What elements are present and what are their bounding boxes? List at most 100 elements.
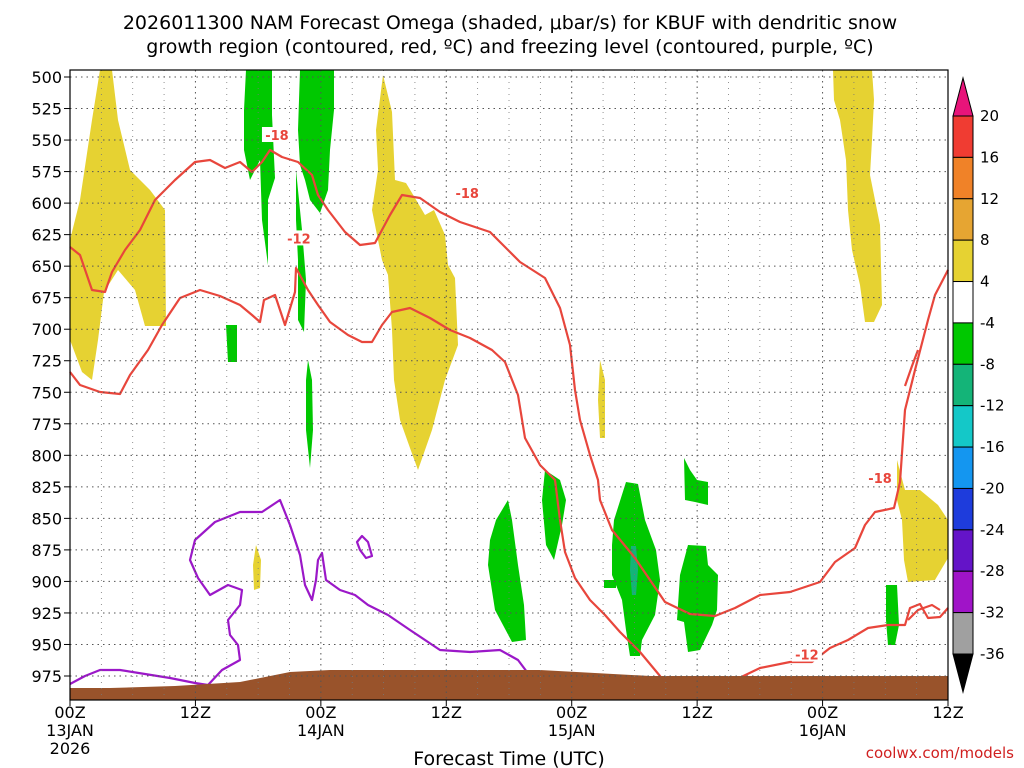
colorbar-box xyxy=(952,322,974,365)
y-tick-label: 575 xyxy=(31,163,62,182)
contour-label: -18 xyxy=(868,472,892,487)
colorbar-label: -8 xyxy=(980,355,995,373)
x-axis-title: Forecast Time (UTC) xyxy=(413,748,604,768)
dgz-contours xyxy=(69,148,949,685)
contour-label: -12 xyxy=(287,232,311,247)
colorbar-label: -28 xyxy=(980,562,1005,580)
y-tick-label: 775 xyxy=(31,415,62,434)
colorbar-box xyxy=(952,115,974,158)
x-tick-year: 2026 xyxy=(50,739,91,758)
contour-label: -18 xyxy=(265,129,289,144)
omega-green-region xyxy=(542,470,566,560)
freezing-contour xyxy=(355,534,374,560)
y-tick-label: 600 xyxy=(31,194,62,213)
colorbar-label: -4 xyxy=(980,314,995,332)
colorbar-box xyxy=(952,570,974,614)
omega-yellow-region xyxy=(253,545,261,590)
chart-title-line-2: growth region (contoured, red, ºC) and f… xyxy=(146,36,873,58)
omega-yellow-region xyxy=(70,70,166,380)
contour-label-background xyxy=(283,230,314,246)
omega-green-region xyxy=(226,325,237,362)
freezing-level-contours xyxy=(69,498,531,687)
y-tick-label: 700 xyxy=(31,320,62,339)
omega-yellow-region xyxy=(372,75,458,470)
omega-yellow-region xyxy=(833,70,882,322)
omega-green-region xyxy=(244,70,275,265)
y-tick-label: 800 xyxy=(31,446,62,465)
omega-green-region xyxy=(298,70,334,213)
y-tick-label: 950 xyxy=(31,635,62,654)
dgz-contour-minus-12 xyxy=(69,266,666,685)
colorbar-box xyxy=(952,487,974,531)
x-tick-date: 15JAN xyxy=(548,721,596,740)
x-tick-label: 12Z xyxy=(932,703,963,722)
x-tick-label: 00Z xyxy=(305,703,336,722)
colorbar-label: -12 xyxy=(980,397,1005,415)
colorbar-box xyxy=(952,405,974,448)
dgz-contour-minus-12 xyxy=(734,602,949,681)
colorbar-label: 20 xyxy=(980,107,999,125)
x-tick-label: 12Z xyxy=(180,703,211,722)
x-tick-date: 13JAN xyxy=(46,721,94,740)
colorbar-box xyxy=(952,198,974,241)
y-tick-label: 675 xyxy=(31,289,62,308)
colorbar-label: -36 xyxy=(980,645,1005,663)
dgz-contour-minus-12 xyxy=(907,603,941,621)
contour-label-background xyxy=(791,646,822,662)
y-tick-label: 525 xyxy=(31,100,62,119)
y-tick-label: 925 xyxy=(31,604,62,623)
credit-text: coolwx.com/models xyxy=(866,744,1014,762)
colorbar-label: -16 xyxy=(980,438,1005,456)
x-tick-date: 14JAN xyxy=(297,721,345,740)
freezing-contour xyxy=(188,498,531,686)
contour-label-background xyxy=(261,127,292,143)
colorbar-label: -32 xyxy=(980,604,1005,622)
omega-green-region xyxy=(886,585,899,645)
y-tick-label: 825 xyxy=(31,478,62,497)
x-tick-label: 00Z xyxy=(54,703,85,722)
y-axis-ticks: 500 525 550 575 600 625 650 675 700 725 750 775 800 8… xyxy=(31,68,70,686)
ground-terrain xyxy=(70,670,948,700)
contour-labels: -18 -18 -12 -18 -12 xyxy=(261,127,896,664)
colorbar-bottom-triangle xyxy=(952,653,974,694)
colorbar-label: -20 xyxy=(980,479,1005,497)
colorbar-label: -24 xyxy=(980,521,1005,539)
dgz-contour-minus-18 xyxy=(69,148,949,618)
contour-label: -18 xyxy=(455,187,479,202)
y-tick-label: 625 xyxy=(31,226,62,245)
chart-title-line-1: 2026011300 NAM Forecast Omega (shaded, μ… xyxy=(123,12,897,34)
dgz-contour-minus-12 xyxy=(903,349,920,387)
y-tick-label: 500 xyxy=(31,68,62,87)
y-tick-label: 975 xyxy=(31,667,62,686)
colorbar-box xyxy=(952,363,974,407)
omega-yellow-region xyxy=(897,460,948,582)
colorbar-top-triangle xyxy=(952,76,974,117)
x-tick-label: 12Z xyxy=(431,703,462,722)
y-tick-label: 550 xyxy=(31,131,62,150)
omega-green-region xyxy=(296,170,306,332)
colorbar-box xyxy=(952,281,974,324)
colorbar-box xyxy=(952,156,974,200)
freezing-contour xyxy=(69,668,209,687)
colorbar-box xyxy=(952,239,974,283)
contour-label: -12 xyxy=(795,649,819,664)
contour-label-background xyxy=(865,470,896,486)
y-tick-label: 850 xyxy=(31,509,62,528)
colorbar-label: 8 xyxy=(980,231,990,249)
x-tick-label: 12Z xyxy=(681,703,712,722)
y-tick-label: 750 xyxy=(31,383,62,402)
colorbar: 20 16 12 8 4 -4 -8 -12 -16 -20 -24 -28 -32 -36 xyxy=(952,76,1005,694)
omega-green-region xyxy=(604,580,616,588)
plot-frame xyxy=(69,69,949,701)
y-tick-label: 900 xyxy=(31,572,62,591)
colorbar-box xyxy=(952,446,974,489)
omega-green-region xyxy=(306,360,313,468)
contour-label-background xyxy=(452,185,483,201)
x-tick-date: 16JAN xyxy=(799,721,847,740)
y-tick-label: 725 xyxy=(31,352,62,371)
colorbar-box xyxy=(952,612,974,655)
omega-shading xyxy=(70,70,948,656)
omega-green-region xyxy=(684,458,708,505)
